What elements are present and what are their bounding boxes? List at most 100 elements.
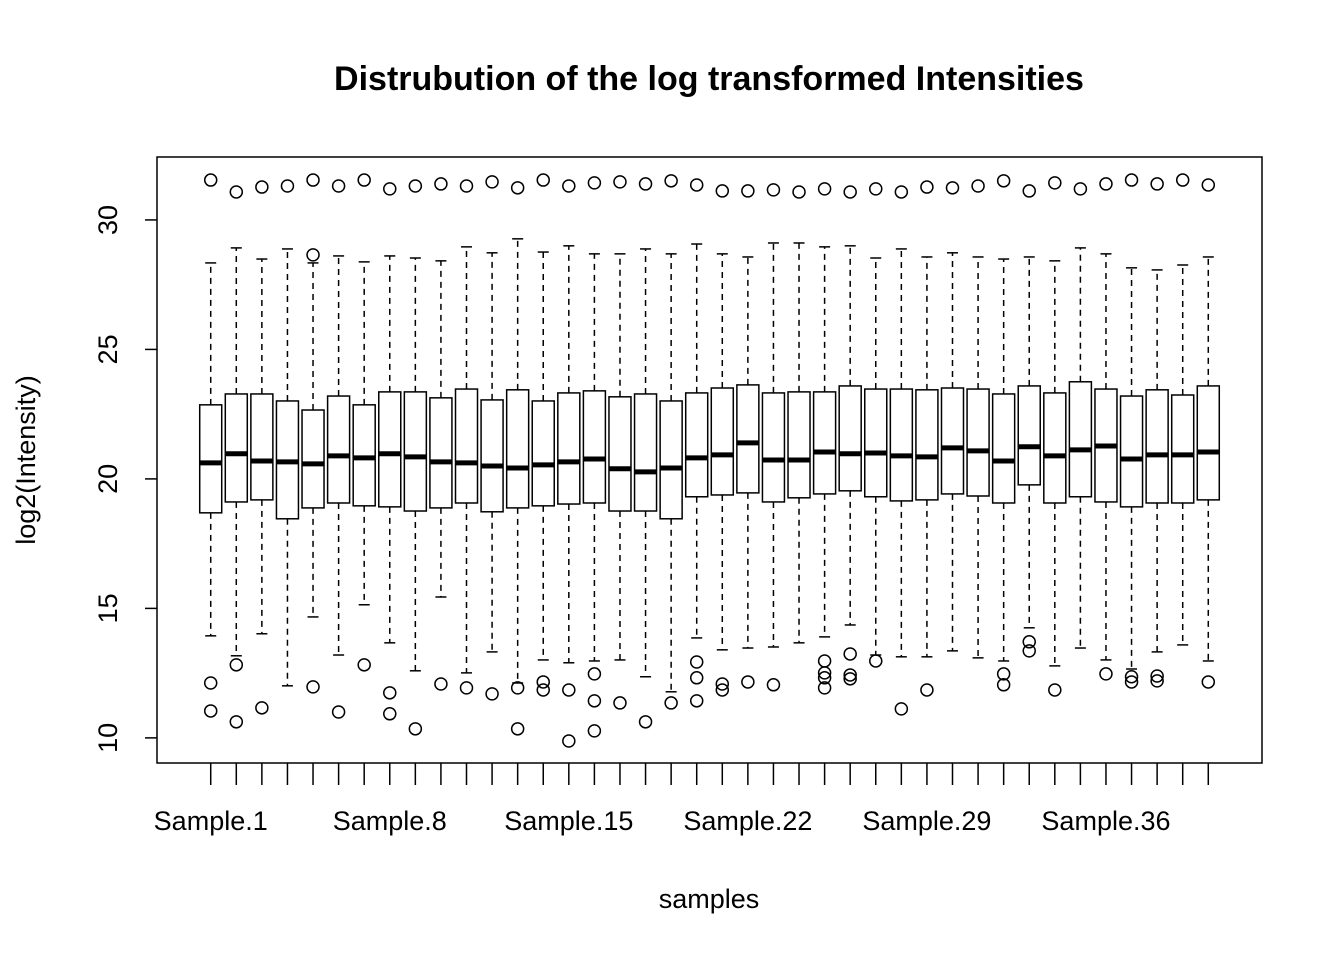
box — [301, 409, 325, 509]
outlier — [383, 707, 397, 721]
y-axis-label: log2(Intensity) — [11, 375, 41, 545]
x-tick-label: Sample.36 — [1041, 806, 1170, 836]
outlier — [1022, 635, 1036, 649]
outlier — [1124, 173, 1139, 187]
outlier — [1150, 669, 1164, 683]
outlier — [357, 173, 371, 187]
outlier — [510, 681, 525, 695]
outlier — [817, 671, 832, 685]
outlier — [843, 647, 857, 661]
chart-title: Distrubution of the log transformed Inte… — [334, 60, 1084, 98]
outlier — [331, 705, 346, 719]
box — [684, 392, 709, 498]
outlier — [510, 181, 525, 195]
y-tick-label: 20 — [93, 464, 123, 494]
outlier — [229, 715, 244, 729]
outlier — [971, 179, 985, 193]
box — [505, 389, 530, 509]
box — [838, 385, 862, 492]
outlier — [1022, 184, 1036, 198]
outlier — [203, 173, 218, 187]
outlier — [536, 675, 550, 689]
outlier — [894, 702, 909, 716]
outlier — [587, 176, 602, 190]
box — [608, 396, 632, 512]
outlier — [331, 179, 346, 193]
outlier — [689, 671, 704, 685]
box — [787, 391, 811, 499]
outlier — [485, 175, 499, 189]
outlier — [562, 734, 576, 748]
outlier — [562, 179, 576, 193]
box — [224, 393, 249, 503]
box — [403, 391, 428, 512]
box — [1119, 395, 1144, 508]
box — [966, 388, 990, 497]
outlier — [613, 175, 627, 189]
box — [940, 387, 965, 495]
box — [710, 387, 735, 496]
outlier — [1022, 644, 1036, 658]
box — [454, 388, 479, 504]
box — [1017, 385, 1041, 486]
box — [352, 404, 376, 507]
outlier — [306, 680, 320, 694]
x-tick-label: Sample.8 — [333, 806, 447, 836]
outlier — [203, 704, 218, 718]
outlier — [408, 179, 423, 193]
outlier — [587, 667, 602, 681]
outlier — [741, 675, 755, 689]
outlier — [408, 722, 423, 736]
outlier — [843, 672, 857, 686]
outlier — [510, 722, 525, 736]
outlier — [638, 177, 653, 191]
outlier — [817, 666, 832, 680]
box — [991, 393, 1016, 504]
outlier — [485, 687, 499, 701]
outlier — [817, 182, 832, 196]
outlier — [587, 694, 602, 708]
outlier — [766, 183, 781, 197]
box — [915, 389, 939, 501]
outlier — [945, 181, 960, 195]
x-tick-label: Sample.1 — [154, 806, 268, 836]
box — [633, 393, 658, 512]
outlier — [306, 173, 320, 187]
outlier — [536, 173, 550, 187]
outlier — [996, 678, 1011, 692]
y-tick-label: 15 — [93, 593, 123, 623]
y-tick-label: 10 — [93, 723, 123, 753]
outlier — [920, 683, 934, 697]
y-tick-label: 25 — [93, 334, 123, 364]
box — [557, 392, 581, 505]
outlier — [357, 658, 371, 672]
outlier — [689, 178, 704, 192]
outlier — [255, 701, 269, 715]
outlier — [229, 658, 244, 672]
outlier — [383, 182, 397, 196]
outlier — [689, 694, 704, 708]
outlier — [536, 683, 550, 697]
box — [889, 388, 914, 502]
outlier — [638, 715, 653, 729]
outlier — [766, 678, 781, 692]
x-tick-label: Sample.29 — [862, 806, 991, 836]
outlier — [1175, 173, 1190, 187]
box — [1068, 381, 1093, 498]
outlier — [1124, 675, 1139, 689]
outlier — [792, 185, 806, 199]
box — [1170, 394, 1195, 504]
outlier — [587, 724, 602, 738]
box — [812, 391, 837, 495]
outlier — [869, 654, 883, 668]
outlier — [562, 683, 576, 697]
box — [736, 384, 760, 494]
outlier — [1201, 178, 1216, 192]
x-tick-label: Sample.15 — [504, 806, 633, 836]
box — [480, 399, 504, 513]
outlier — [664, 174, 678, 188]
y-tick-label: 30 — [93, 205, 123, 235]
outlier — [1124, 670, 1139, 684]
box — [659, 400, 683, 520]
